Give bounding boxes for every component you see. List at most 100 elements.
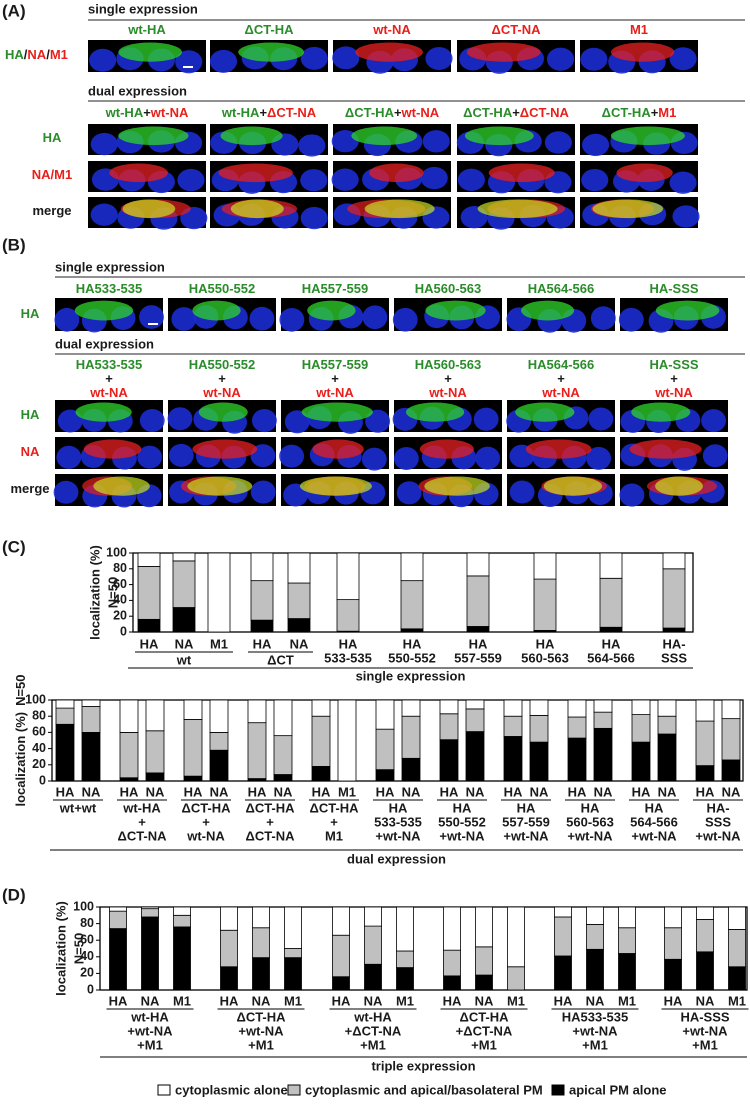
signal (369, 163, 424, 183)
x-tick-label: HA (632, 784, 651, 799)
label: HA550-552 (189, 281, 256, 296)
x-tick-label: HA (109, 993, 128, 1008)
bar-segment (466, 626, 490, 633)
y-axis-label: N=50 (105, 577, 120, 608)
nucleus (669, 171, 697, 194)
bar-segment (400, 552, 424, 582)
micrograph (618, 298, 728, 333)
bar-segment (465, 731, 485, 782)
label: NA (21, 444, 40, 459)
bar-segment (466, 575, 490, 627)
label-part: + (218, 371, 226, 386)
bar-segment (529, 714, 549, 743)
x-tick-label: HA (602, 636, 621, 651)
label: HA-SSS (649, 281, 698, 296)
x-tick-label: NA (210, 784, 229, 799)
x-tick-label: HA- (662, 636, 685, 651)
nucleus (279, 444, 305, 468)
bar-segment (252, 927, 270, 959)
label-part: wt-HA (221, 105, 260, 120)
y-axis-label: localization (%) (53, 901, 68, 996)
x-tick-label: HA (568, 784, 587, 799)
legend-label: apical PM alone (569, 1082, 667, 1097)
signal (405, 402, 465, 422)
bar-segment (81, 732, 101, 782)
label-part: wt-NA (150, 105, 189, 120)
label: wt-NA (89, 385, 128, 400)
label: + (331, 371, 339, 386)
nucleus (396, 481, 422, 505)
signal (655, 476, 703, 496)
group-label: +wt-NA (238, 1023, 284, 1038)
group-label: +M1 (248, 1037, 274, 1052)
x-tick-label: HA (696, 784, 715, 799)
nucleus (175, 50, 203, 74)
x-tick-label: 550-552 (388, 650, 436, 665)
bar-segment (145, 730, 165, 774)
nucleus (298, 134, 326, 157)
nucleus (475, 446, 501, 470)
nucleus (283, 483, 309, 507)
label-part: wt-NA (654, 385, 693, 400)
nucleus (279, 307, 305, 332)
bar-segment (172, 552, 196, 562)
bar-segment (145, 772, 165, 782)
bar-segment (475, 946, 493, 976)
nucleus (300, 169, 328, 192)
bar-segment (137, 566, 161, 620)
bar-segment (664, 958, 682, 991)
bar-segment (311, 699, 331, 717)
bar-segment (728, 929, 746, 968)
y-tick-label: 80 (113, 561, 127, 575)
micrograph (506, 298, 616, 333)
label-part: HA (21, 407, 40, 422)
label: HA (21, 306, 40, 321)
bar-segment (375, 769, 395, 782)
group-label: + (330, 814, 338, 829)
bar-segment (209, 732, 229, 751)
bar-segment (247, 722, 267, 779)
micrograph (580, 124, 698, 157)
x-tick-label: M1 (210, 636, 228, 651)
bar-segment (109, 928, 127, 991)
legend-swatch (157, 1084, 171, 1096)
bar-segment (141, 906, 159, 910)
label-part: + (259, 105, 267, 120)
bar-segment (141, 908, 159, 918)
label-part: merge (32, 203, 71, 218)
label-part: wt-NA (541, 385, 580, 400)
nucleus (392, 307, 418, 332)
bar-segment (443, 975, 461, 991)
nucleus (300, 46, 328, 70)
label-part: + (557, 371, 565, 386)
bar-segment (284, 957, 302, 991)
x-tick-label: HA (554, 993, 573, 1008)
bar-segment (81, 699, 101, 707)
label-part: M1 (50, 47, 68, 62)
micrograph (210, 124, 328, 157)
micrograph (168, 437, 276, 469)
bar-segment (599, 552, 623, 579)
bar-segment (443, 949, 461, 977)
x-tick-label: NA (594, 784, 613, 799)
signal (299, 476, 372, 496)
label-part: ΔCT-HA (244, 22, 294, 37)
signal (631, 402, 691, 422)
micrograph (333, 197, 451, 229)
plot-frame (51, 699, 744, 782)
group-label: +M1 (582, 1037, 608, 1052)
nucleus (672, 205, 700, 228)
x-tick-label: NA (696, 993, 715, 1008)
group-label: wt-HA (353, 1009, 392, 1024)
nucleus (580, 47, 608, 71)
bar-segment (657, 733, 677, 782)
bar-segment (475, 974, 493, 991)
bar-segment (141, 916, 159, 991)
label: + (218, 371, 226, 386)
signal (355, 42, 423, 62)
bar-segment (250, 552, 274, 582)
nucleus (702, 444, 728, 468)
bar-segment (252, 957, 270, 991)
nucleus (57, 409, 83, 433)
x-tick-label: M1 (284, 993, 302, 1008)
